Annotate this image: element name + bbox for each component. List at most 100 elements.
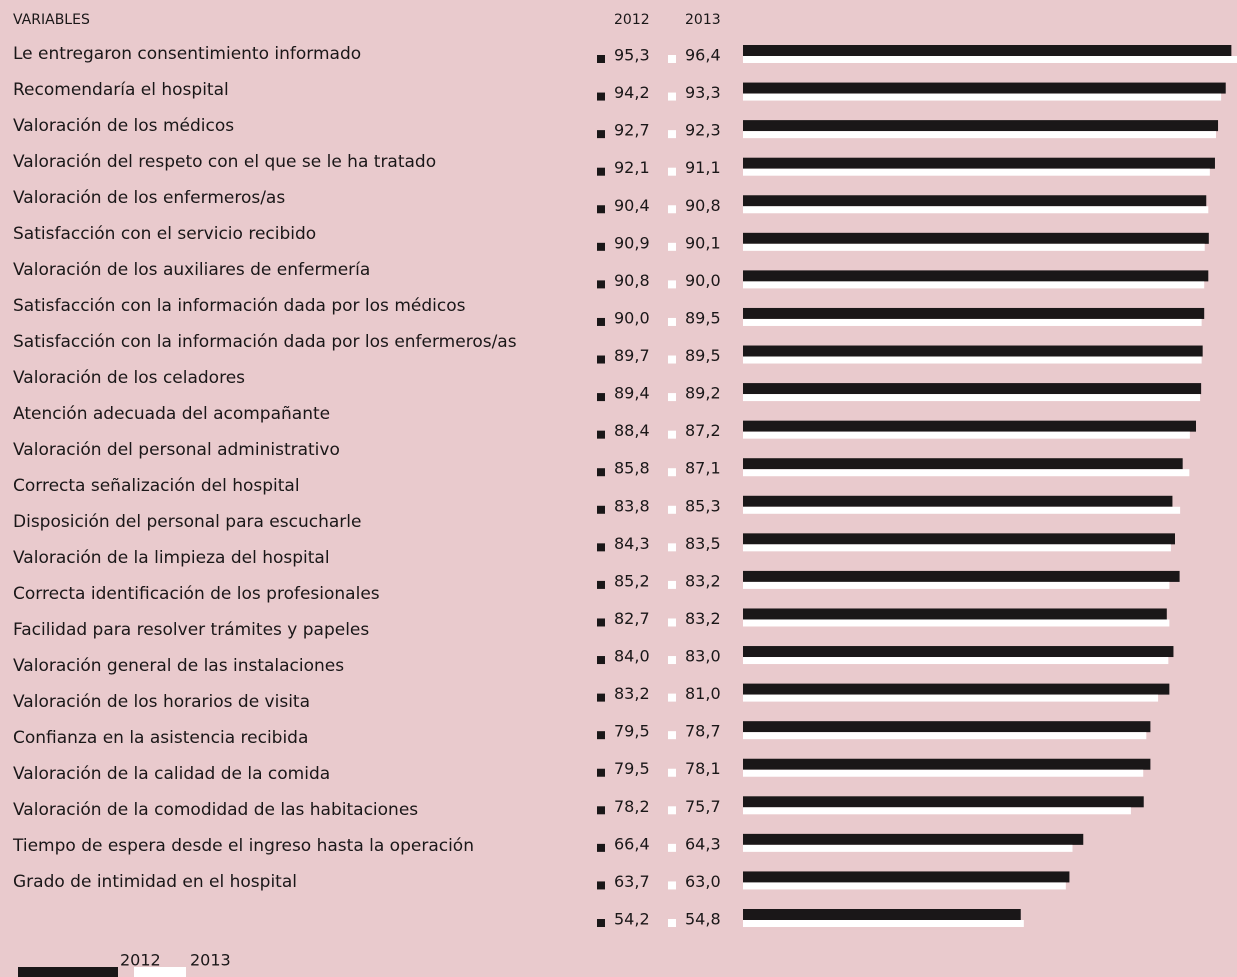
value-label: 81,0	[685, 684, 721, 703]
value-swatch	[668, 167, 676, 176]
value-label: 54,2	[614, 910, 650, 929]
value-label: 92,7	[614, 121, 650, 140]
value-label: 90,0	[685, 271, 721, 290]
category-label: Recomendaría el hospital	[13, 80, 229, 100]
value-swatch	[597, 693, 605, 702]
value-label: 90,1	[685, 233, 721, 252]
category-header: VARIABLES	[13, 12, 90, 28]
category-label: Le entregaron consentimiento informado	[13, 44, 362, 64]
bar	[743, 82, 1226, 94]
legend-swatch	[18, 967, 118, 977]
value-swatch	[597, 430, 605, 439]
bar	[743, 45, 1232, 56]
category-label: Valoración de la limpieza del hospital	[13, 548, 330, 568]
value-swatch	[668, 393, 676, 402]
category-label: Valoración de los enfermeros/as	[13, 188, 286, 208]
value-swatch	[668, 430, 676, 439]
value-label: 83,5	[685, 534, 721, 553]
bar	[743, 544, 1171, 552]
bar	[743, 206, 1209, 214]
category-list: Le entregaron consentimiento informado Re…	[13, 36, 533, 900]
value-swatch	[668, 468, 676, 477]
value-label: 83,2	[614, 684, 650, 703]
bar	[743, 721, 1151, 733]
bar	[743, 506, 1181, 514]
category-label: Valoración de los celadores	[13, 368, 246, 388]
column-header: 2012	[614, 12, 650, 28]
value-label: 90,0	[614, 308, 650, 327]
value-label: 89,7	[614, 346, 650, 365]
value-swatch	[668, 543, 676, 552]
category-label: Valoración de los auxiliares de enfermer…	[13, 260, 371, 280]
bar	[743, 270, 1209, 282]
value-label: 90,4	[614, 196, 650, 215]
value-swatch	[597, 768, 605, 777]
value-label: 96,4	[685, 46, 721, 65]
value-label: 90,9	[614, 233, 650, 252]
category-label: Atención adecuada del acompañante	[13, 404, 331, 424]
bar	[743, 807, 1131, 815]
value-label: 94,2	[614, 83, 650, 102]
category-label: Facilidad para resolver trámites y papel…	[13, 620, 370, 640]
value-label: 54,8	[685, 910, 721, 929]
value-label: 83,2	[685, 571, 721, 590]
bar	[743, 232, 1209, 244]
value-label: 82,7	[614, 609, 650, 628]
category-label: Tiempo de espera desde el ingreso hasta …	[13, 836, 474, 856]
bar	[743, 195, 1207, 207]
value-label: 92,3	[685, 121, 721, 140]
value-swatch	[668, 693, 676, 702]
value-swatch	[597, 543, 605, 552]
value-label: 91,1	[685, 158, 721, 177]
value-swatch	[597, 355, 605, 364]
bar	[743, 581, 1170, 589]
value-swatch	[597, 167, 605, 176]
value-label: 63,7	[614, 872, 650, 891]
bar	[743, 93, 1222, 101]
category-label: Valoración general de las instalaciones	[13, 656, 345, 676]
value-label: 92,1	[614, 158, 650, 177]
value-label: 83,0	[685, 647, 721, 666]
value-label: 87,1	[685, 459, 721, 478]
column-header: 2013	[685, 12, 721, 28]
value-swatch	[597, 881, 605, 890]
value-swatch	[668, 130, 676, 139]
value-label: 79,5	[614, 722, 650, 741]
bar	[743, 844, 1073, 852]
category-label: Grado de intimidad en el hospital	[13, 872, 297, 892]
bar	[743, 394, 1201, 402]
value-swatch	[597, 130, 605, 139]
value-label: 84,0	[614, 647, 650, 666]
value-label: 89,2	[685, 384, 721, 403]
value-label: 90,8	[685, 196, 721, 215]
value-swatch	[668, 919, 676, 927]
value-swatch	[668, 242, 676, 251]
value-swatch	[597, 280, 605, 289]
value-swatch	[668, 806, 676, 815]
bar	[743, 833, 1084, 845]
value-swatch	[668, 205, 676, 214]
value-swatch	[597, 731, 605, 740]
value-swatch	[597, 55, 605, 63]
value-swatch	[597, 580, 605, 589]
bar	[743, 281, 1205, 289]
bar	[743, 168, 1210, 176]
bar	[743, 120, 1219, 132]
bar	[743, 458, 1183, 470]
value-label: 90,8	[614, 271, 650, 290]
value-label: 85,2	[614, 571, 650, 590]
bar	[743, 796, 1144, 808]
category-label: Disposición del personal para escucharle	[13, 512, 362, 532]
value-label: 83,2	[685, 609, 721, 628]
value-swatch	[597, 505, 605, 514]
value-swatch	[597, 919, 605, 927]
value-swatch	[597, 242, 605, 251]
bar	[743, 909, 1021, 920]
value-label: 88,4	[614, 421, 650, 440]
value-swatch	[597, 92, 605, 101]
category-label: Satisfacción con la información dada por…	[13, 332, 517, 352]
value-label: 83,8	[614, 496, 650, 515]
category-label: Valoración de la calidad de la comida	[13, 764, 331, 784]
value-swatch	[668, 580, 676, 589]
bar	[743, 608, 1167, 620]
